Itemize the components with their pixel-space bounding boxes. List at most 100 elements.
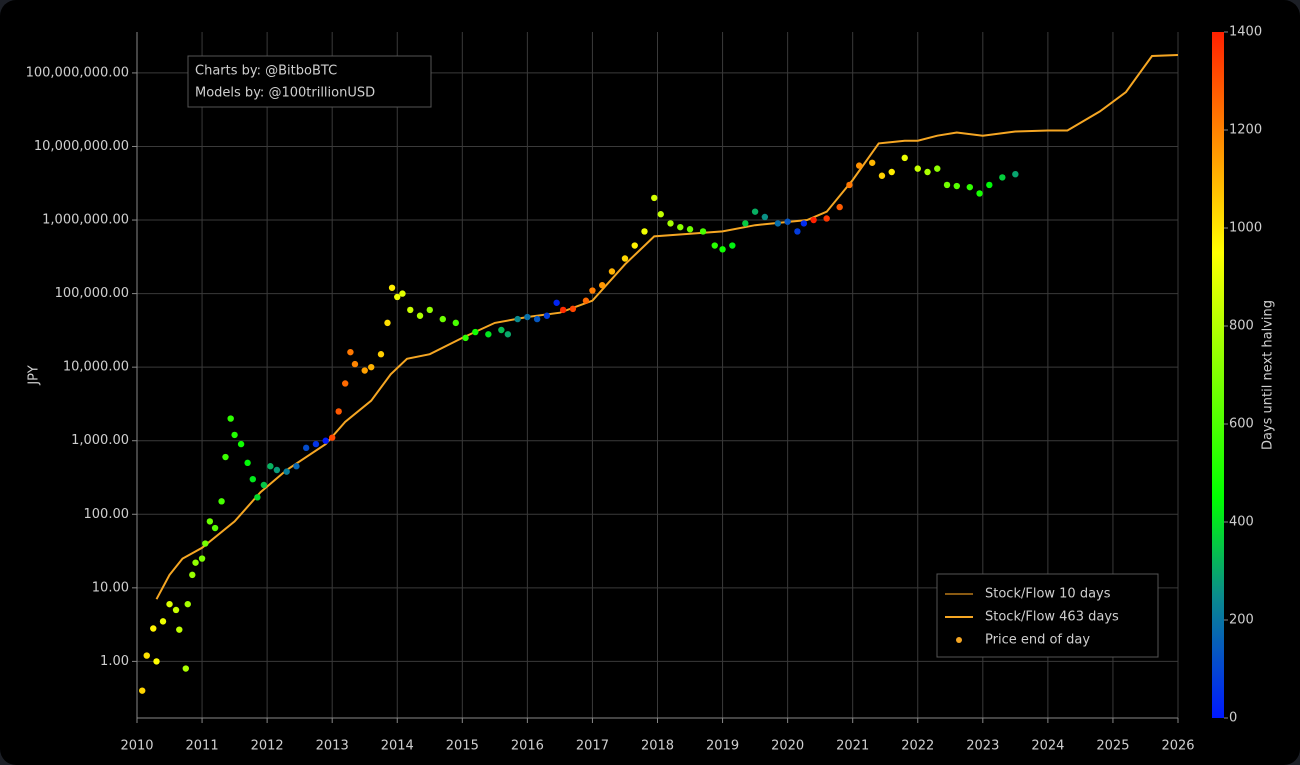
price-point xyxy=(641,228,648,235)
x-tick-label: 2015 xyxy=(446,739,479,754)
price-point xyxy=(472,328,479,336)
price-point xyxy=(953,182,960,190)
y-tick-label: 100,000.00 xyxy=(55,286,129,301)
price-point xyxy=(328,434,336,441)
price-point xyxy=(742,220,749,227)
price-point xyxy=(351,360,359,368)
price-point xyxy=(686,226,694,233)
price-point xyxy=(260,481,268,489)
colorbar-tick-label: 1000 xyxy=(1229,221,1262,236)
price-point xyxy=(934,165,941,172)
colorbar-tick-label: 1400 xyxy=(1229,25,1262,40)
price-point xyxy=(368,363,375,371)
price-point xyxy=(751,208,759,215)
price-point xyxy=(439,315,446,323)
price-point xyxy=(159,618,167,625)
price-point xyxy=(249,475,257,483)
x-tick-label: 2010 xyxy=(120,739,153,754)
colorbar-tick-label: 800 xyxy=(1229,319,1254,334)
price-point xyxy=(407,306,414,314)
price-point xyxy=(794,228,801,235)
price-point xyxy=(631,242,638,249)
x-tick-label: 2013 xyxy=(316,739,349,754)
price-point xyxy=(293,463,300,470)
price-point xyxy=(553,299,560,306)
price-point xyxy=(322,437,329,444)
price-point xyxy=(227,415,234,422)
price-point xyxy=(559,306,567,314)
price-point xyxy=(153,658,160,665)
price-point xyxy=(273,466,281,474)
price-point xyxy=(729,242,736,249)
x-tick-label: 2022 xyxy=(901,739,934,754)
price-point xyxy=(498,326,505,334)
price-point xyxy=(302,444,310,452)
x-tick-label: 2012 xyxy=(251,739,284,754)
price-point xyxy=(966,183,973,191)
y-tick-label: 1.00 xyxy=(100,654,129,669)
price-point xyxy=(719,246,726,253)
price-point xyxy=(426,306,433,314)
price-point xyxy=(582,297,590,304)
price-point xyxy=(416,312,424,319)
x-tick-label: 2021 xyxy=(836,739,869,754)
x-tick-label: 2026 xyxy=(1161,739,1194,754)
x-tick-label: 2011 xyxy=(186,739,219,754)
price-point xyxy=(823,215,830,222)
y-tick-label: 100,000,000.00 xyxy=(26,65,129,80)
price-point xyxy=(176,626,183,633)
price-point xyxy=(312,440,320,448)
legend-label: Stock/Flow 10 days xyxy=(985,587,1111,602)
price-point xyxy=(657,211,664,218)
price-point xyxy=(361,367,368,374)
price-point xyxy=(342,380,349,387)
x-tick-label: 2014 xyxy=(381,739,414,754)
price-point xyxy=(514,315,521,323)
price-point xyxy=(150,625,157,632)
price-point xyxy=(761,213,769,221)
price-point xyxy=(218,498,225,505)
price-point xyxy=(452,319,460,327)
price-point xyxy=(784,218,791,225)
y-tick-label: 100.00 xyxy=(84,507,130,522)
price-point xyxy=(504,331,512,338)
x-tick-label: 2020 xyxy=(771,739,804,754)
colorbar-tick-label: 1200 xyxy=(1229,123,1262,138)
x-tick-label: 2016 xyxy=(511,739,544,754)
price-point xyxy=(943,181,951,189)
x-tick-label: 2019 xyxy=(706,739,739,754)
price-point xyxy=(206,518,214,525)
price-point xyxy=(384,319,391,327)
price-point xyxy=(986,181,993,189)
price-point xyxy=(388,284,396,291)
price-point xyxy=(222,453,229,461)
price-point xyxy=(172,606,180,614)
price-point xyxy=(711,242,718,249)
price-point xyxy=(543,312,551,319)
price-point xyxy=(394,293,401,301)
price-point xyxy=(211,524,219,532)
price-point xyxy=(878,172,886,179)
price-point xyxy=(462,334,469,342)
price-point xyxy=(1012,170,1019,178)
price-point xyxy=(846,181,853,189)
price-point xyxy=(184,600,191,608)
price-point xyxy=(608,268,616,275)
y-tick-label: 1,000.00 xyxy=(71,433,129,448)
colorbar-tick-label: 600 xyxy=(1229,417,1254,432)
price-point xyxy=(621,255,629,262)
price-point xyxy=(999,174,1006,181)
price-point xyxy=(202,540,209,547)
legend-label: Stock/Flow 463 days xyxy=(985,610,1119,625)
price-point xyxy=(677,223,684,231)
price-point xyxy=(283,468,290,475)
legend-box xyxy=(936,573,1159,658)
price-point xyxy=(869,159,876,166)
price-point xyxy=(192,559,199,566)
price-point xyxy=(182,665,189,672)
model-line xyxy=(155,54,1179,600)
y-tick-label: 10,000,000.00 xyxy=(34,139,129,154)
price-point xyxy=(699,228,707,235)
y-tick-label: 10.00 xyxy=(92,580,129,595)
annotation-box xyxy=(187,55,432,108)
